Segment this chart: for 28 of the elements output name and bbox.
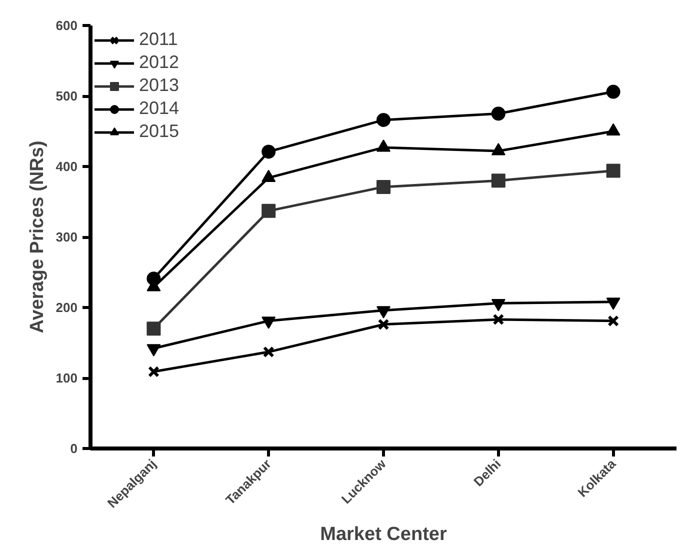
point [262, 144, 276, 159]
y-tick-label: 500 [56, 88, 78, 104]
y-tick-label: 200 [56, 300, 78, 315]
point [606, 84, 620, 99]
y-axis-title: Average Prices (NRs) [26, 140, 48, 334]
point [378, 318, 390, 330]
y-tick-label: 600 [56, 18, 78, 33]
x-axis-title: Market Center [320, 524, 448, 546]
point [262, 204, 276, 218]
point [608, 315, 620, 327]
point [146, 322, 161, 336]
y-tick-label: 300 [56, 230, 78, 244]
point [492, 314, 504, 326]
point [606, 164, 620, 178]
legend-label: 2014 [139, 98, 180, 119]
legend-label: 2015 [139, 121, 180, 142]
point [148, 366, 160, 378]
point [491, 106, 506, 121]
point [376, 112, 390, 127]
point [262, 346, 274, 358]
legend-label: 2011 [139, 29, 178, 50]
point [491, 174, 506, 188]
y-tick-label: 100 [56, 370, 78, 386]
y-tick-label: 0 [70, 441, 78, 456]
legend-label: 2013 [139, 75, 180, 96]
y-tick-label: 400 [56, 159, 78, 174]
point [376, 180, 390, 194]
legend-label: 2012 [139, 52, 180, 73]
